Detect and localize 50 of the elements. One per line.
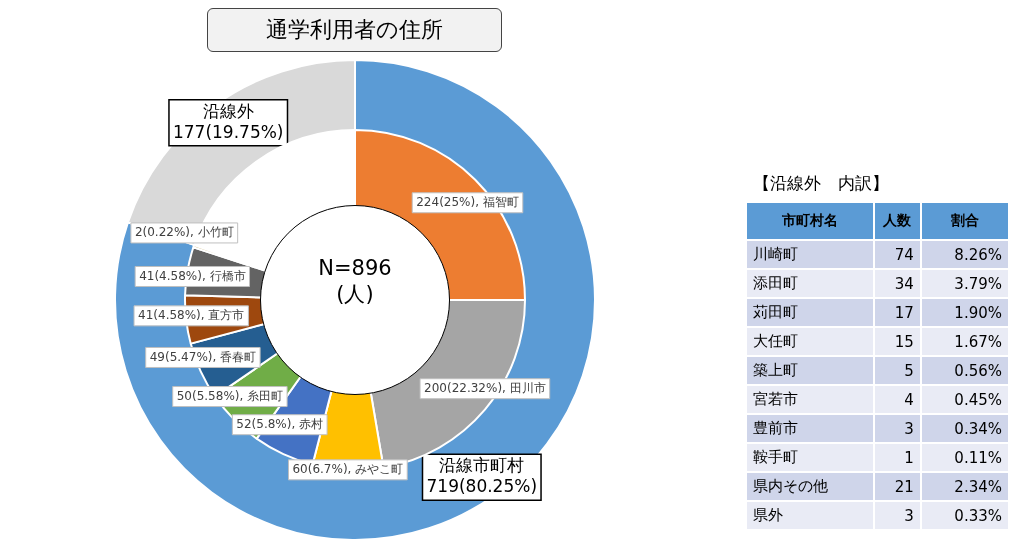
data-label: 1.67% [921, 328, 1008, 355]
series-label: 人数 [874, 203, 920, 239]
category-label: 豊前市 [747, 415, 873, 442]
data-label: 17 [874, 299, 920, 326]
data-label: 3.79% [921, 270, 1008, 297]
slice-label: 41(4.58%), 行橋市 [139, 268, 246, 283]
data-label: 4 [874, 386, 920, 413]
data-label: 3 [874, 415, 920, 442]
data-label: 21 [874, 473, 920, 500]
text: N=896 [317, 255, 393, 281]
slice-label: 50(5.58%), 糸田町 [176, 388, 284, 403]
category-label: 鞍手町 [747, 444, 873, 471]
text: 市町村名 [747, 203, 873, 239]
slice-label: 200(22.32%), 田川市 [424, 380, 546, 395]
slice-label: 224(25%), 福智町 [416, 194, 519, 209]
data-label: 0.11% [921, 444, 1008, 471]
category-label: 築上町 [747, 357, 873, 384]
data-label: 0.33% [921, 502, 1008, 529]
data-label: 1.90% [921, 299, 1008, 326]
data-label: 0.45% [921, 386, 1008, 413]
slice-label: 沿線外 [202, 100, 254, 121]
category-label: 県内その他 [747, 473, 873, 500]
data-label: 5 [874, 357, 920, 384]
category-label: 県外 [747, 502, 873, 529]
data-label: 3 [874, 502, 920, 529]
data-label: 0.34% [921, 415, 1008, 442]
series-label: 割合 [921, 203, 1008, 239]
category-label: 川崎町 [747, 241, 873, 268]
data-label: 34 [874, 270, 920, 297]
category-label: 大任町 [747, 328, 873, 355]
data-label: 719(80.25%) [426, 476, 538, 497]
data-label: 2.34% [921, 473, 1008, 500]
data-label: 177(19.75%) [172, 121, 284, 142]
category-label: 添田町 [747, 270, 873, 297]
data-label: 1 [874, 444, 920, 471]
category-label: 宮若市 [747, 386, 873, 413]
slice-label: 60(6.7%), みやこ町 [292, 461, 404, 476]
slice-label: 沿線市町村 [439, 455, 525, 476]
slice-label: 2(0.22%), 小竹町 [134, 225, 234, 240]
chart-title: 通学利用者の住所 [207, 8, 502, 52]
slice-label: 41(4.58%), 直方市 [138, 308, 245, 322]
slice-label: 52(5.8%), 赤村 [236, 416, 324, 431]
data-label: 15 [874, 328, 920, 355]
slice-label: 49(5.47%), 香春町 [149, 349, 257, 364]
text: 【沿線外 内訳】 [753, 172, 890, 195]
data-label: 0.56% [921, 357, 1008, 384]
data-label: 8.26% [921, 241, 1008, 268]
text: (人) [335, 281, 375, 307]
category-label: 苅田町 [747, 299, 873, 326]
data-label: 74 [874, 241, 920, 268]
